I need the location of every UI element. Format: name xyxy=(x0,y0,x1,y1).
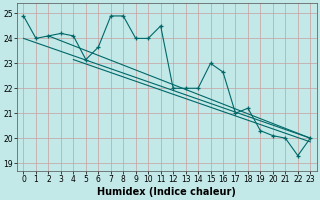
X-axis label: Humidex (Indice chaleur): Humidex (Indice chaleur) xyxy=(98,187,236,197)
